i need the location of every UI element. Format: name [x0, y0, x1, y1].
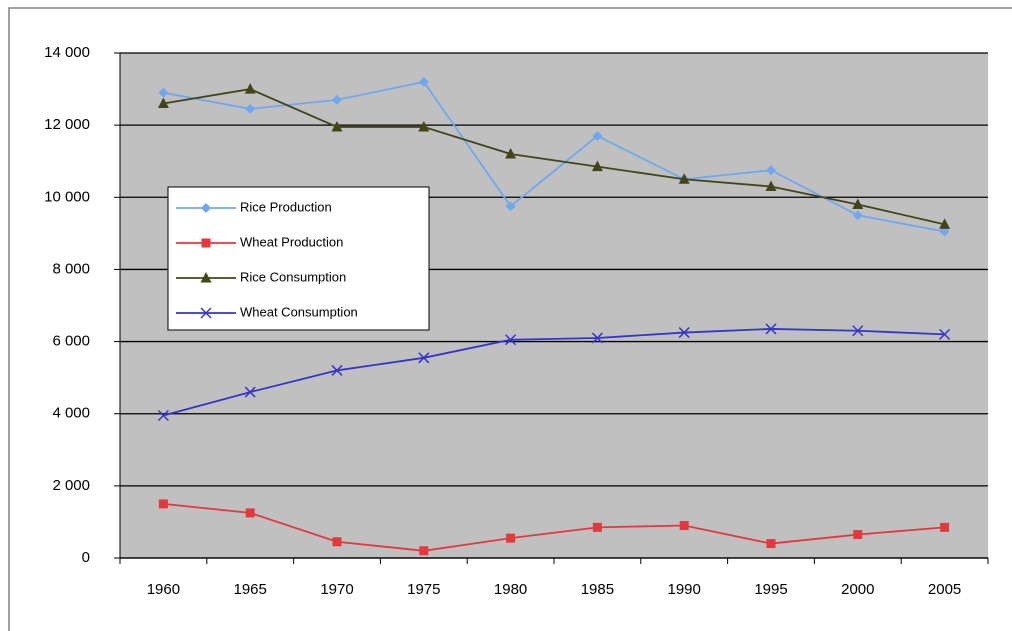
marker: [678, 173, 690, 184]
marker: [331, 120, 343, 132]
marker: [852, 210, 863, 221]
series-line: [163, 328, 945, 417]
marker: [678, 327, 690, 339]
marker: [765, 323, 777, 335]
x-tick-label: 1980: [494, 581, 527, 598]
legend-label: Rice Consumption: [240, 269, 346, 284]
y-tick-label: 2 000: [52, 477, 90, 494]
marker: [419, 546, 429, 556]
y-tick-label: 10 000: [44, 188, 90, 205]
marker: [158, 87, 169, 98]
series-line: [163, 88, 945, 226]
marker: [505, 201, 516, 212]
legend-marker: [201, 238, 211, 248]
marker: [852, 198, 864, 209]
series-line: [163, 502, 945, 552]
x-tick-label: 1965: [234, 581, 267, 598]
x-tick-label: 1990: [668, 581, 701, 598]
marker: [332, 94, 342, 105]
legend-box: [167, 186, 430, 331]
legend-marker: [200, 272, 212, 283]
x-tick-label: 1960: [147, 581, 180, 598]
y-tick-label: 0: [82, 549, 90, 566]
marker: [939, 226, 950, 237]
legend-marker: [200, 307, 212, 319]
marker: [592, 130, 603, 141]
marker: [418, 120, 430, 132]
marker: [591, 160, 603, 172]
marker: [940, 522, 950, 532]
marker: [766, 165, 776, 176]
marker: [592, 522, 602, 532]
y-tick-label: 12 000: [44, 116, 90, 133]
marker: [852, 325, 864, 337]
legend-label: Rice Production: [240, 199, 332, 214]
marker: [591, 332, 603, 344]
legend-label: Wheat Consumption: [240, 304, 358, 319]
x-tick-label: 2005: [928, 581, 961, 598]
marker: [244, 83, 256, 94]
marker: [853, 530, 863, 540]
legend-label: Wheat Production: [240, 234, 343, 249]
marker: [679, 521, 689, 531]
series-line: [163, 80, 945, 233]
y-tick-label: 14 000: [44, 44, 90, 61]
marker: [765, 180, 777, 191]
x-tick-label: 1970: [320, 581, 353, 598]
marker: [939, 218, 951, 229]
marker: [418, 76, 429, 87]
marker: [332, 537, 342, 547]
marker: [157, 409, 169, 422]
marker: [505, 148, 517, 159]
x-tick-label: 1975: [407, 581, 440, 598]
marker: [939, 328, 951, 340]
y-tick-label: 4 000: [52, 405, 90, 422]
marker: [505, 334, 517, 346]
marker: [331, 364, 343, 376]
x-tick-label: 1985: [581, 581, 614, 598]
marker: [418, 352, 430, 364]
marker: [766, 539, 776, 549]
x-tick-label: 2000: [841, 581, 874, 598]
x-tick-label: 1995: [754, 581, 787, 598]
y-tick-label: 6 000: [52, 333, 90, 350]
marker: [158, 499, 168, 509]
marker: [245, 103, 256, 114]
marker: [245, 508, 255, 518]
marker: [157, 97, 169, 108]
marker: [506, 533, 516, 543]
y-tick-label: 8 000: [52, 260, 90, 277]
legend: Rice Production Wheat Production Rice Cons…: [167, 186, 430, 331]
marker: [244, 386, 256, 398]
legend-marker: [201, 203, 211, 213]
